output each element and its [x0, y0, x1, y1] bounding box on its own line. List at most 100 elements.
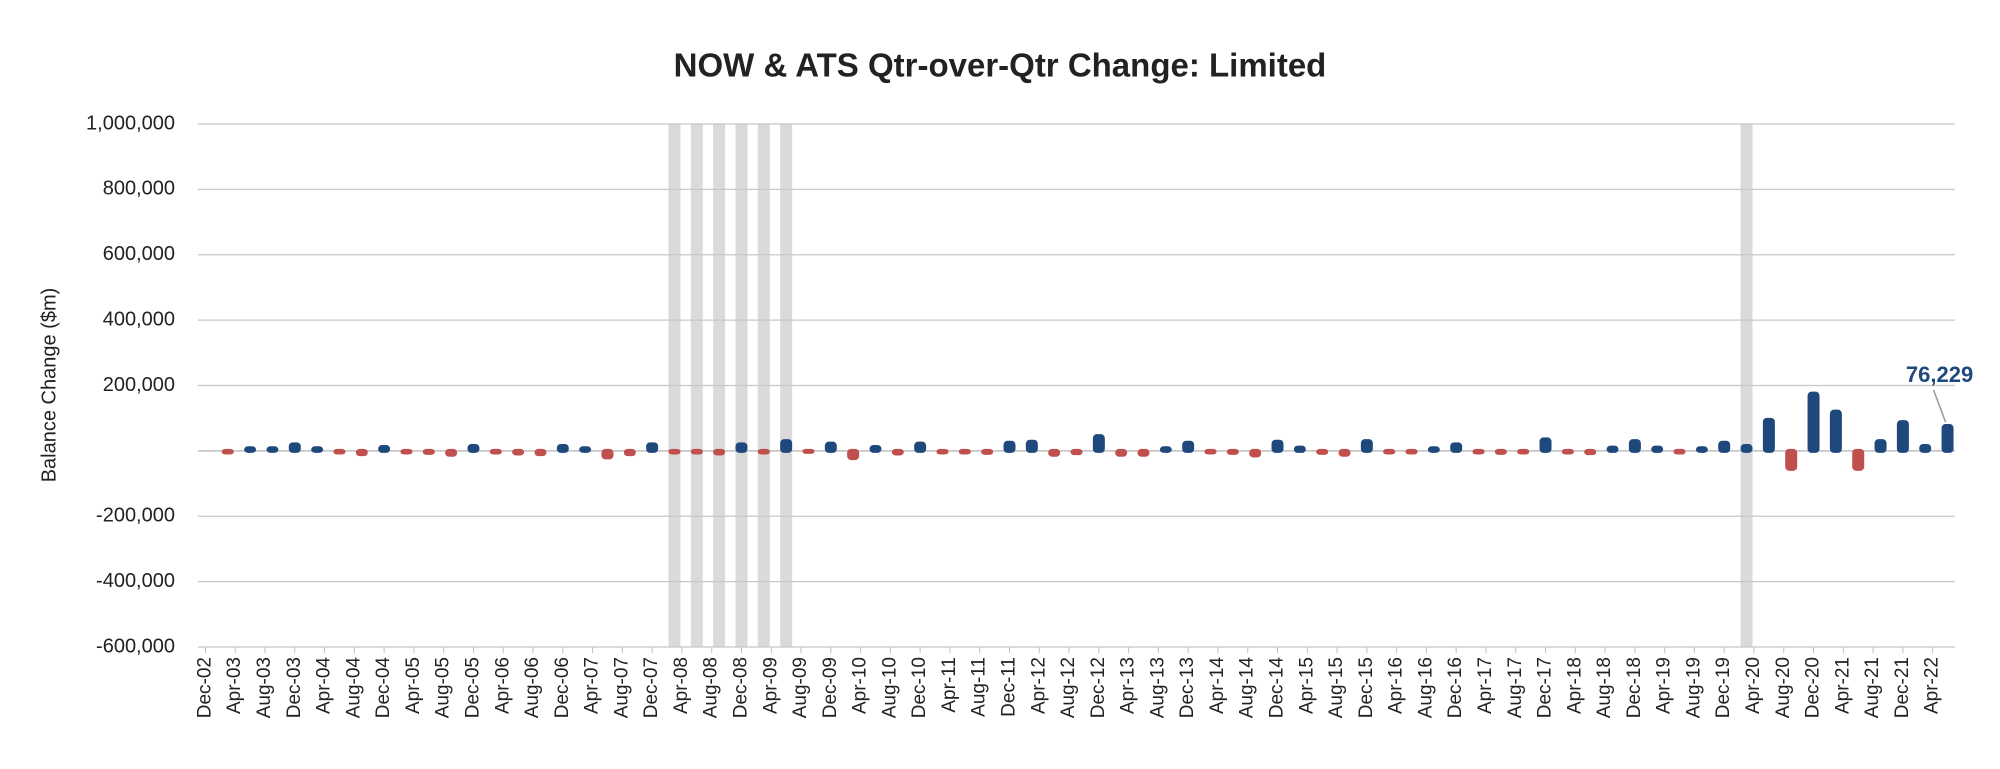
bar	[981, 448, 994, 455]
bar	[646, 442, 659, 453]
x-tick-label: Aug-20	[1773, 657, 1794, 718]
x-tick-label: Apr-06	[492, 657, 513, 714]
x-tick-label: Aug-14	[1237, 657, 1258, 719]
x-tick-label: Aug-19	[1683, 657, 1704, 718]
x-tick-label: Dec-06	[552, 657, 573, 718]
bar	[1383, 448, 1396, 455]
x-tick-label: Dec-02	[194, 657, 215, 718]
bar	[802, 448, 815, 454]
bar	[1271, 439, 1284, 453]
x-tick-label: Apr-21	[1832, 657, 1853, 714]
bar	[1718, 440, 1731, 453]
x-tick-label: Apr-11	[939, 657, 960, 713]
y-tick-label: -600,000	[96, 635, 175, 657]
bar	[1829, 409, 1842, 453]
x-tick-label: Apr-13	[1118, 657, 1139, 714]
x-tick-label: Dec-04	[373, 657, 394, 719]
bar	[489, 448, 502, 455]
x-tick-label: Apr-09	[760, 657, 781, 714]
bar	[1427, 446, 1440, 453]
bar	[780, 439, 793, 453]
bar	[512, 448, 525, 456]
bar	[869, 444, 882, 453]
x-tick-label: Dec-08	[730, 657, 751, 718]
x-tick-label: Apr-17	[1475, 657, 1496, 714]
x-tick-label: Dec-05	[462, 657, 483, 718]
bar	[958, 448, 971, 455]
chart-title: NOW & ATS Qtr-over-Qtr Change: Limited	[674, 47, 1327, 84]
x-tick-label: Aug-12	[1058, 657, 1079, 718]
bar	[1092, 434, 1105, 453]
x-tick-label: Aug-04	[343, 657, 364, 719]
x-tick-label: Apr-03	[224, 657, 245, 714]
bar	[713, 448, 726, 456]
bar	[1584, 448, 1597, 456]
bar	[1762, 417, 1775, 453]
bar	[355, 448, 368, 457]
y-tick-label: 200,000	[103, 374, 175, 396]
bar	[601, 448, 614, 460]
bar	[445, 448, 458, 457]
bar	[1226, 448, 1239, 455]
bar	[1606, 445, 1619, 453]
x-tick-label: Apr-20	[1743, 657, 1764, 714]
bar	[1003, 440, 1016, 453]
x-tick-label: Dec-16	[1445, 657, 1466, 718]
x-tick-label: Apr-16	[1386, 657, 1407, 714]
y-axis-label: Balance Change ($m)	[38, 288, 60, 483]
bar	[623, 448, 636, 457]
label-leader	[1932, 389, 1947, 423]
bar	[1673, 448, 1686, 455]
bar	[847, 448, 860, 461]
y-tick-label: 800,000	[103, 178, 175, 200]
bar	[1472, 448, 1485, 455]
x-tick-label: Dec-10	[909, 657, 930, 718]
bar	[1182, 440, 1195, 453]
bar	[1807, 391, 1820, 453]
x-tick-label: Aug-17	[1505, 657, 1526, 718]
x-tick-label: Aug-06	[522, 657, 543, 718]
x-tick-label: Apr-19	[1654, 657, 1675, 714]
bar	[400, 448, 413, 455]
bar	[467, 443, 480, 453]
x-tick-label: Aug-11	[969, 657, 990, 717]
x-tick-label: Apr-08	[671, 657, 692, 714]
x-tick-label: Dec-19	[1713, 657, 1734, 718]
bar	[1561, 448, 1574, 455]
bar	[891, 448, 904, 456]
bar	[1740, 443, 1753, 453]
x-tick-label: Dec-15	[1356, 657, 1377, 718]
bar	[1338, 448, 1351, 457]
bar	[1204, 448, 1217, 455]
x-tick-label: Dec-17	[1535, 657, 1556, 718]
bar	[422, 448, 435, 455]
x-tick-label: Dec-14	[1267, 657, 1288, 719]
bar	[1896, 420, 1909, 453]
bar	[1785, 448, 1798, 471]
bar	[1360, 439, 1373, 453]
x-tick-label: Apr-22	[1922, 657, 1943, 714]
x-tick-label: Apr-18	[1564, 657, 1585, 714]
bar	[1852, 448, 1865, 471]
data-label: 76,229	[1906, 362, 1973, 387]
bar	[1494, 448, 1507, 455]
x-tick-label: Aug-21	[1862, 657, 1883, 718]
x-tick-label: Aug-08	[701, 657, 722, 718]
bar	[690, 448, 703, 455]
bar	[579, 446, 592, 453]
x-tick-label: Apr-10	[850, 657, 871, 714]
bar	[266, 446, 279, 453]
bar	[1316, 448, 1329, 455]
x-tick-label: Aug-18	[1594, 657, 1615, 718]
bar	[288, 442, 301, 453]
bar	[1293, 445, 1306, 453]
x-tick-label: Dec-18	[1624, 657, 1645, 718]
bar	[534, 448, 547, 457]
x-tick-label: Aug-09	[790, 657, 811, 718]
bar	[311, 446, 324, 453]
x-tick-label: Dec-13	[1177, 657, 1198, 718]
bar	[221, 448, 234, 455]
x-tick-label: Dec-20	[1803, 657, 1824, 718]
